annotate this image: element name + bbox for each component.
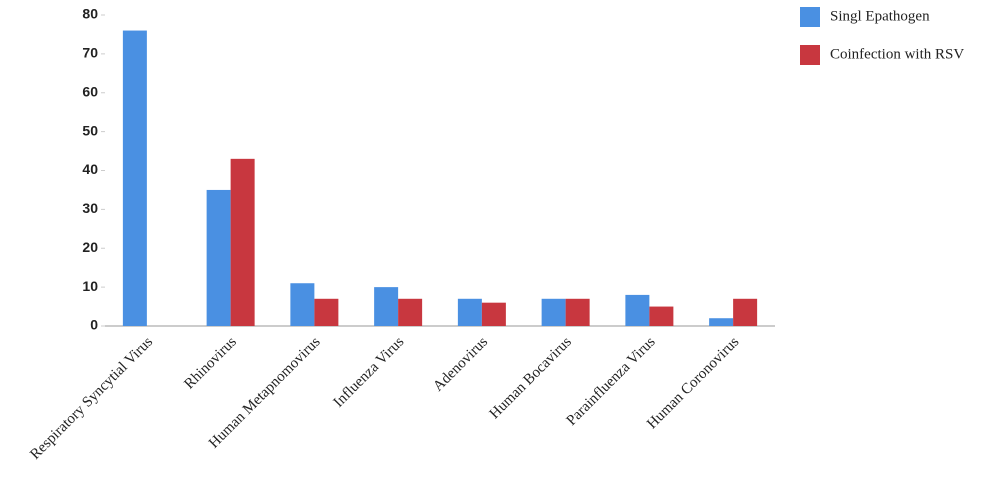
bar [709,318,734,326]
x-tick-label: Respiratory Syncytial Virus [27,334,156,463]
legend-label: Singl Epathogen [830,8,930,24]
bar [565,298,590,326]
bar [649,306,674,326]
y-tick-label: 60 [82,83,98,99]
bar [206,189,231,326]
legend-swatch [800,45,820,65]
bar [733,298,758,326]
x-tick-label: Human Coronovirus [644,334,742,432]
y-tick-label: 40 [82,161,98,177]
y-tick-label: 80 [82,6,98,22]
y-tick-label: 50 [82,122,98,138]
y-tick-label: 0 [90,317,98,333]
y-tick-label: 10 [82,278,98,294]
y-tick-label: 20 [82,239,98,255]
bar [290,283,315,326]
x-tick-label: Human Bocavirus [487,334,575,422]
legend-label: Coinfection with RSV [830,46,964,62]
x-tick-label: Parainfluenza Virus [564,334,659,429]
y-tick-label: 70 [82,45,98,61]
y-tick-label: 30 [82,200,98,216]
bar [314,298,339,326]
bar [398,298,423,326]
x-tick-label: Rhinovirus [181,334,240,393]
bar [457,298,482,326]
bar [481,302,506,326]
x-tick-label: Influenza Virus [331,334,408,411]
bar [230,158,255,326]
legend-swatch [800,7,820,27]
bar [541,298,566,326]
bar [122,30,147,327]
x-tick-label: Adenovirus [430,334,491,395]
bar [625,294,650,326]
bar [374,287,399,326]
